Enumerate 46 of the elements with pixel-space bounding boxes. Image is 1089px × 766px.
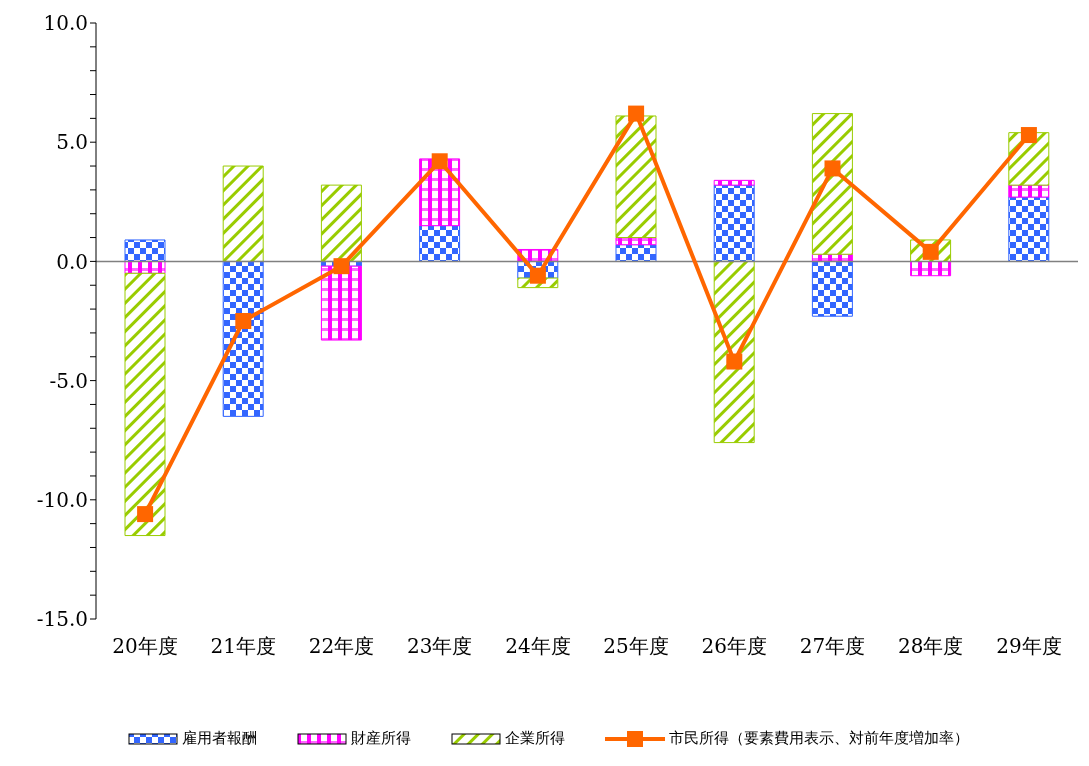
y-tick-label: -5.0 (49, 368, 88, 393)
x-tick-label: 23年度 (406, 634, 473, 659)
point (137, 506, 154, 523)
bar (124, 239, 166, 262)
y-tick-label: 5.0 (56, 130, 88, 155)
x-tick-label: 25年度 (603, 634, 669, 659)
y-tick-label: 10.0 (43, 11, 88, 36)
bar (615, 244, 657, 262)
bar (124, 272, 166, 537)
y-tick-label: 0.0 (56, 249, 88, 274)
bar (615, 115, 657, 239)
bar (713, 184, 755, 262)
x-tick-label: 21年度 (210, 634, 277, 659)
y-tick-label: -15.0 (36, 607, 88, 632)
point (431, 153, 448, 170)
bar (320, 265, 362, 341)
x-tick-label: 28年度 (897, 634, 964, 659)
bar (1008, 184, 1050, 198)
x-tick-label: 29年度 (996, 634, 1062, 659)
bar (811, 113, 853, 255)
point (333, 258, 350, 275)
bar (320, 184, 362, 262)
point (529, 267, 546, 284)
x-tick-label: 24年度 (505, 634, 571, 659)
legend-label: 市民所得（要素費用表示、対前年度増加率） (668, 729, 969, 748)
bar (811, 260, 853, 317)
point (628, 105, 645, 122)
x-tick-label: 20年度 (112, 634, 178, 659)
bar (222, 260, 264, 417)
bar (222, 165, 264, 262)
bar (1008, 196, 1050, 262)
bar (910, 260, 952, 277)
legend-label: 企業所得 (504, 729, 565, 748)
x-tick-label: 26年度 (701, 634, 768, 659)
bar (419, 225, 461, 262)
point (824, 160, 841, 177)
point (1020, 127, 1037, 144)
y-tick-label: -10.0 (36, 487, 88, 512)
bar (713, 179, 755, 186)
x-tick-label: 27年度 (799, 634, 866, 659)
legend-label: 雇用者報酬 (181, 729, 257, 748)
x-tick-label: 22年度 (308, 634, 375, 659)
point (235, 313, 252, 329)
legend-label: 財産所得 (350, 729, 411, 748)
bar (713, 260, 755, 444)
point (726, 353, 743, 370)
